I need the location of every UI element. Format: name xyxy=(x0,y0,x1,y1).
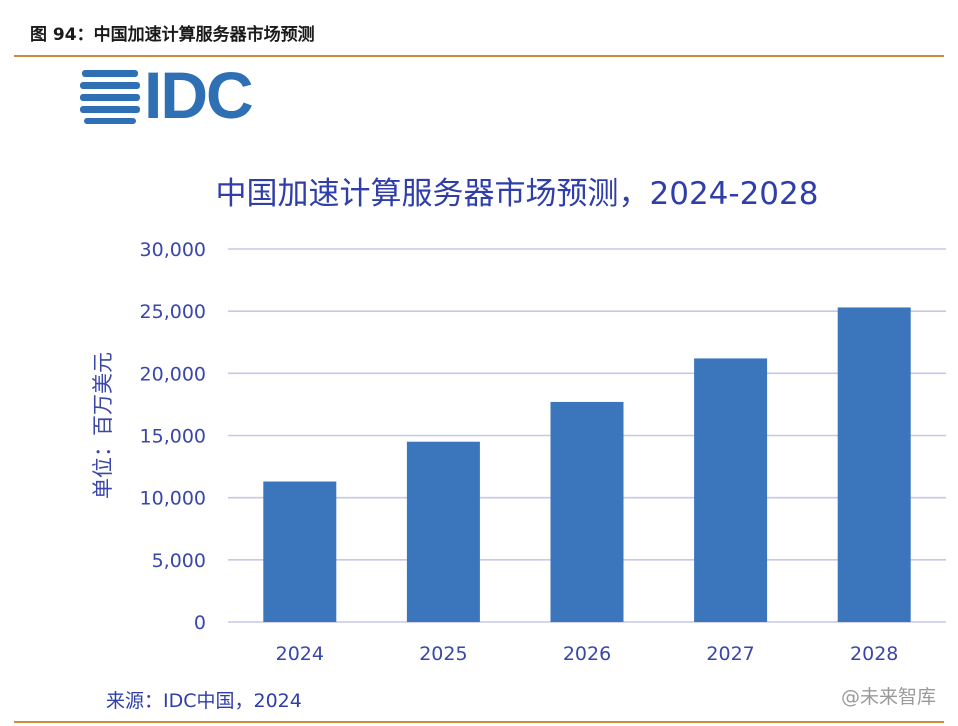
bar xyxy=(263,481,337,622)
x-tick-label: 2025 xyxy=(419,643,467,665)
chart-title: 中国加速计算服务器市场预测，2024-2028 xyxy=(216,176,819,212)
y-tick-label: 0 xyxy=(194,612,206,634)
x-tick-label: 2027 xyxy=(706,643,754,665)
bar xyxy=(694,358,768,622)
figure-caption: 图 94：中国加速计算服务器市场预测 xyxy=(30,25,315,45)
top-divider xyxy=(14,55,944,57)
y-tick-label: 15,000 xyxy=(140,426,206,448)
bar xyxy=(837,307,911,622)
bottom-divider xyxy=(14,721,944,723)
y-axis-label: 单位：百万美元 xyxy=(91,352,115,499)
x-tick-label: 2026 xyxy=(563,643,611,665)
y-tick-label: 25,000 xyxy=(140,301,206,323)
y-tick-label: 10,000 xyxy=(140,488,206,510)
idc-logo-text: IDC xyxy=(144,64,252,128)
source-note: 来源：IDC中国，2024 xyxy=(106,690,302,712)
idc-logo: IDC xyxy=(80,64,254,128)
x-tick-label: 2024 xyxy=(276,643,324,665)
y-tick-label: 20,000 xyxy=(140,363,206,385)
idc-globe-icon xyxy=(80,70,140,124)
bar xyxy=(406,441,480,622)
y-tick-label: 30,000 xyxy=(140,239,206,261)
watermark: @未来智库 xyxy=(840,686,936,708)
x-tick-label: 2028 xyxy=(850,643,898,665)
y-tick-label: 5,000 xyxy=(152,550,206,572)
bar xyxy=(550,401,624,622)
